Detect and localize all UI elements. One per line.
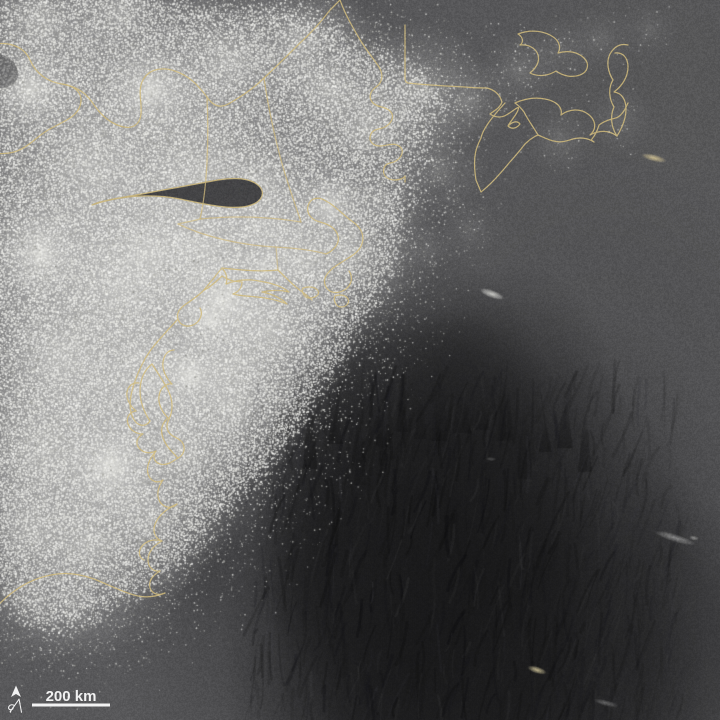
- svg-text:200 km: 200 km: [46, 688, 97, 705]
